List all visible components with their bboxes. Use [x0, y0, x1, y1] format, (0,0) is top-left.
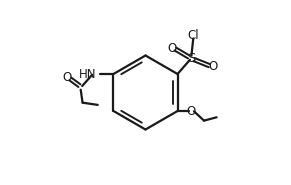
Text: S: S: [187, 52, 196, 65]
Text: O: O: [208, 60, 217, 73]
Text: O: O: [63, 71, 72, 84]
Text: HN: HN: [78, 68, 96, 80]
Text: Cl: Cl: [187, 29, 199, 42]
Text: O: O: [187, 105, 196, 117]
Text: O: O: [167, 42, 177, 55]
